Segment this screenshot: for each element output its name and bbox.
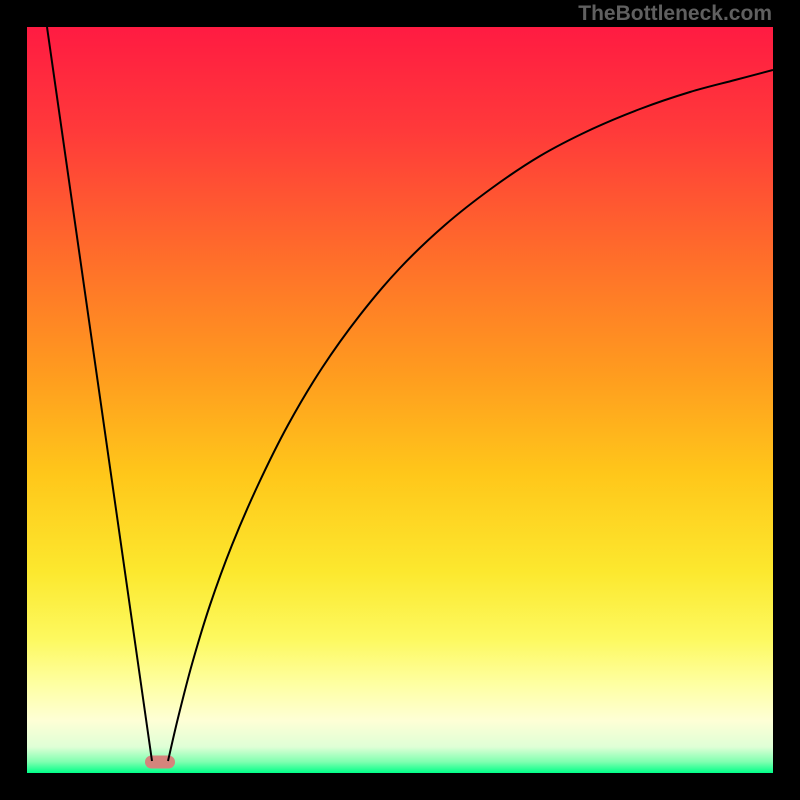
curve-left-line bbox=[47, 27, 152, 761]
curve-svg bbox=[27, 27, 773, 773]
curve-right-path bbox=[168, 70, 773, 761]
plot-area bbox=[27, 27, 773, 773]
watermark-text: TheBottleneck.com bbox=[578, 2, 772, 26]
chart-canvas: TheBottleneck.com bbox=[0, 0, 800, 800]
